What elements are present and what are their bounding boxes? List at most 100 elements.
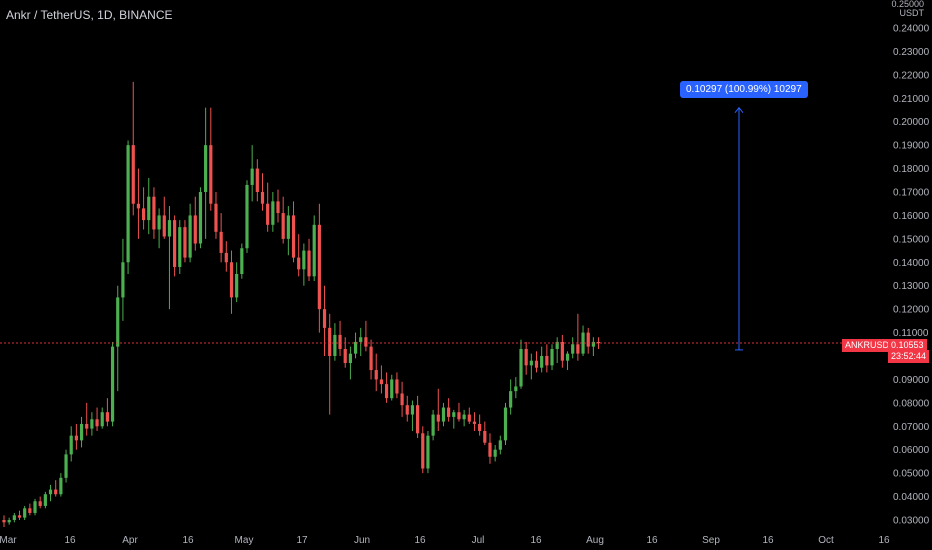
candle <box>410 400 415 431</box>
candle <box>421 426 425 474</box>
y-tick-label: 0.20000 <box>893 117 930 128</box>
candle <box>219 213 223 263</box>
candle <box>12 512 16 523</box>
candle <box>2 515 6 528</box>
y-tick-label: 0.06000 <box>893 445 930 456</box>
candle <box>286 206 290 256</box>
price-tag: 0.10553 <box>888 339 927 352</box>
candle <box>343 337 347 368</box>
y-tick-label: 0.23000 <box>893 47 930 58</box>
y-tick-label: 0.13000 <box>893 281 930 292</box>
y-tick-label: 0.04000 <box>893 492 930 503</box>
x-tick-label: 16 <box>182 535 194 546</box>
candle <box>167 206 172 310</box>
candle <box>333 323 337 361</box>
candle <box>322 285 327 356</box>
candle <box>281 196 285 244</box>
y-tick-label: 0.12000 <box>893 305 930 316</box>
candle <box>452 409 456 429</box>
candle <box>405 395 409 422</box>
candle <box>214 192 218 239</box>
candle <box>509 379 513 415</box>
x-tick-label: Jul <box>472 535 485 546</box>
candle <box>596 337 601 349</box>
candle <box>457 402 461 422</box>
x-tick-label: Apr <box>122 535 138 546</box>
candle <box>431 409 435 441</box>
measure-arrow-head <box>734 106 744 113</box>
candle <box>59 473 63 497</box>
candle <box>400 381 404 417</box>
candle <box>43 491 47 509</box>
candle <box>204 107 208 239</box>
candle <box>447 398 451 422</box>
price-axis-unit: 0.25000 USDT <box>891 0 924 18</box>
candle <box>17 510 22 520</box>
candle <box>395 372 399 399</box>
y-tick-label: 0.21000 <box>893 94 930 105</box>
candle <box>188 203 192 263</box>
candle <box>467 407 471 424</box>
candle <box>178 220 182 274</box>
candle <box>271 192 275 232</box>
candle <box>348 346 352 380</box>
candle <box>209 107 213 211</box>
candle <box>157 208 161 249</box>
candle <box>524 341 528 375</box>
candle <box>436 388 440 431</box>
y-tick-label: 0.18000 <box>893 164 930 175</box>
candle <box>152 187 156 239</box>
candle <box>266 182 270 232</box>
candle <box>90 412 94 436</box>
candle <box>33 498 37 516</box>
candle <box>379 365 384 394</box>
candle <box>173 215 177 277</box>
candle <box>229 250 234 314</box>
candle <box>250 145 254 202</box>
candle <box>581 325 585 356</box>
candle <box>591 337 595 356</box>
candle <box>291 201 296 263</box>
candle <box>260 173 265 211</box>
y-tick-label: 0.09000 <box>893 375 930 386</box>
x-tick-label: 17 <box>296 535 308 546</box>
candle <box>328 313 332 415</box>
x-tick-label: Aug <box>586 535 604 546</box>
candle <box>224 241 228 272</box>
candle <box>183 220 187 263</box>
candle <box>488 433 492 464</box>
candle <box>116 285 120 392</box>
candle <box>545 344 549 373</box>
candle <box>503 402 508 446</box>
candle <box>162 196 166 239</box>
x-tick-label: Sep <box>702 535 720 546</box>
candle <box>193 196 197 251</box>
candle <box>141 187 146 230</box>
y-tick-label: 0.03000 <box>893 516 930 527</box>
y-tick-label: 0.17000 <box>893 188 930 199</box>
candle <box>555 337 559 364</box>
y-tick-label: 0.16000 <box>893 211 930 222</box>
candle <box>198 187 203 249</box>
candle <box>126 140 130 274</box>
candle <box>540 346 544 373</box>
y-tick-label: 0.08000 <box>893 398 930 409</box>
candle <box>79 416 84 448</box>
candle <box>28 503 32 516</box>
y-tick-label: 0.19000 <box>893 141 930 152</box>
x-tick-label: 16 <box>762 535 774 546</box>
candle <box>478 414 482 436</box>
candle <box>519 339 523 389</box>
candle <box>147 177 151 235</box>
x-tick-label: 16 <box>878 535 890 546</box>
x-tick-label: 16 <box>64 535 76 546</box>
candle <box>255 159 259 202</box>
candle <box>364 320 368 352</box>
candle <box>54 480 58 497</box>
x-tick-label: May <box>235 535 254 546</box>
candle <box>462 409 466 427</box>
y-tick-label: 0.15000 <box>893 234 930 245</box>
candle <box>359 327 363 356</box>
candle <box>136 168 141 239</box>
